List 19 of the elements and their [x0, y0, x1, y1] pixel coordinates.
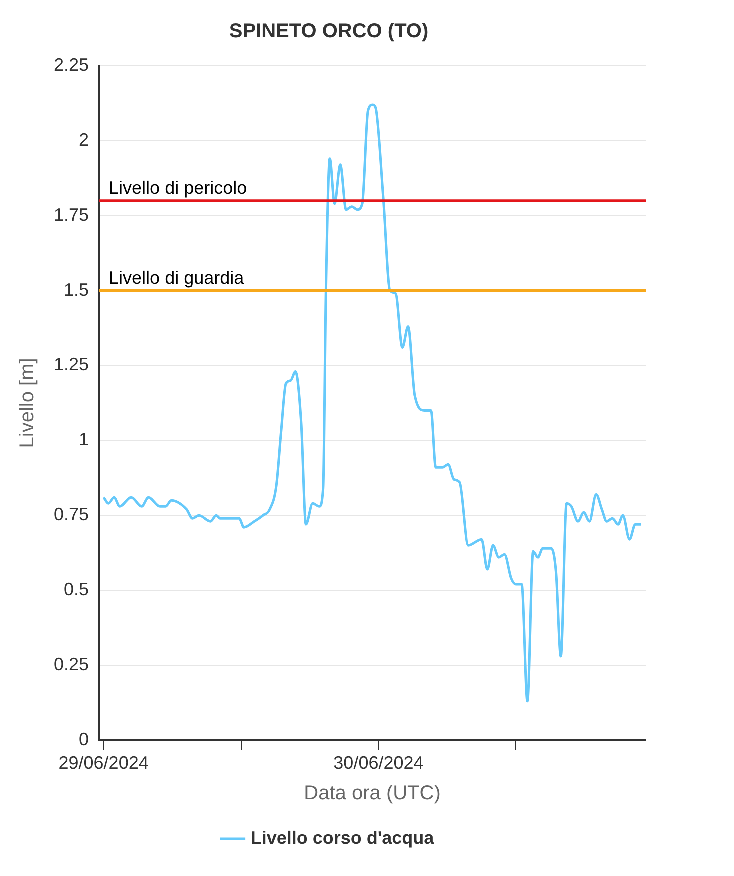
- line-series: [102, 104, 642, 703]
- y-tick-label: 0.75: [54, 504, 90, 525]
- ref-line-label: Livello di pericolo: [109, 178, 248, 198]
- y-tick-label: 2: [79, 130, 90, 150]
- y-axis-title: Livello [m]: [16, 358, 39, 448]
- y-tick-label: 1: [79, 430, 90, 450]
- ref-line-label: Livello di guardia: [109, 268, 246, 288]
- y-tick-label: 0.25: [54, 654, 90, 674]
- y-tick-label: 0: [79, 729, 90, 750]
- x-axis-title: Data ora (UTC): [304, 782, 441, 805]
- y-tick-label: 1.25: [54, 354, 90, 375]
- legend-label: Livello corso d'acqua: [250, 828, 436, 848]
- x-tick-label: 29/06/2024: [58, 753, 149, 774]
- x-tick-label: 30/06/2024: [334, 753, 424, 774]
- y-tick-label: 2.25: [54, 54, 90, 75]
- y-tick-label: 0.5: [64, 580, 90, 600]
- y-tick-label: 1.75: [54, 204, 90, 225]
- chart-title: SPINETO ORCO (TO): [229, 20, 429, 43]
- y-tick-label: 1.5: [64, 280, 90, 300]
